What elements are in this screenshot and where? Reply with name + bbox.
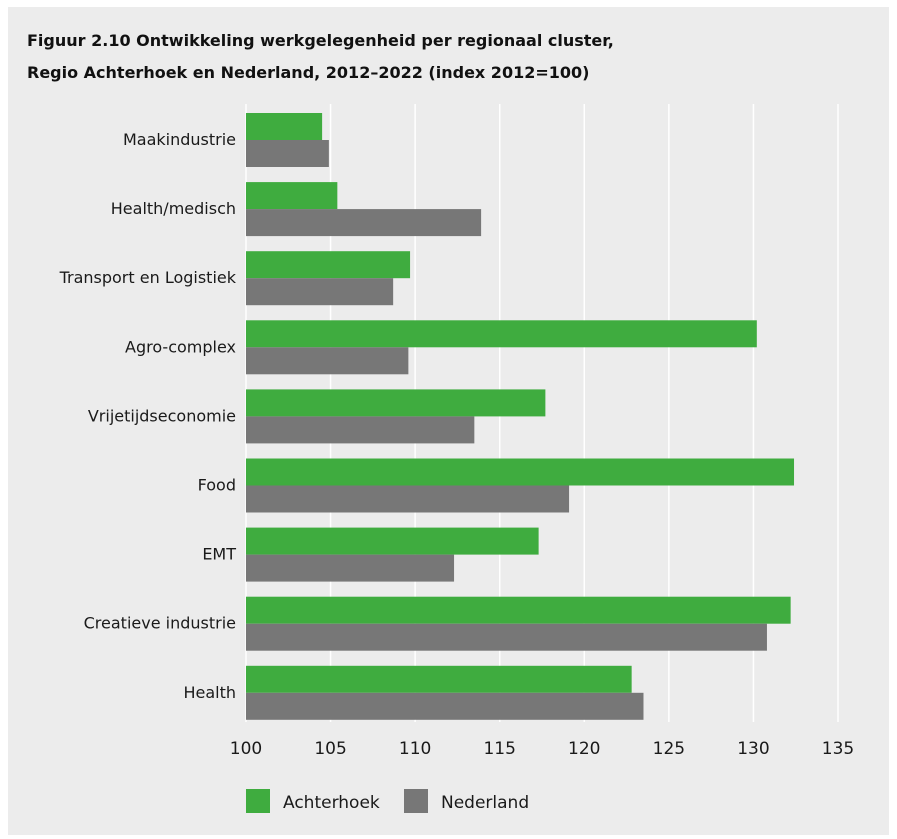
bar-nederland <box>246 416 475 444</box>
legend: Achterhoek Nederland <box>246 789 529 813</box>
bar-achterhoek <box>246 251 411 279</box>
bar-achterhoek <box>246 113 323 140</box>
x-tick-label: 115 <box>483 739 515 759</box>
x-tick-label: 100 <box>230 739 262 759</box>
legend-swatch <box>246 789 270 813</box>
x-tick-label: 120 <box>568 739 600 759</box>
title-line-2: Regio Achterhoek en Nederland, 2012–2022… <box>27 63 590 82</box>
bar-achterhoek <box>246 320 757 348</box>
bar-nederland <box>246 485 570 513</box>
bar-nederland <box>246 347 409 375</box>
chart-title: Figuur 2.10 Ontwikkeling werkgelegenheid… <box>27 25 867 89</box>
category-label: Food <box>198 476 236 495</box>
x-tick-label: 135 <box>822 739 854 759</box>
bar-nederland <box>246 209 482 237</box>
x-tick-label: 130 <box>737 739 769 759</box>
category-label: Health/medisch <box>111 199 236 218</box>
bar-achterhoek <box>246 527 539 555</box>
bar-nederland <box>246 140 329 167</box>
x-axis-ticks: 100 105 110 115 120 125 130 135 <box>230 739 854 759</box>
bar-nederland <box>246 554 455 582</box>
category-label: EMT <box>202 545 236 564</box>
legend-label: Nederland <box>441 793 529 813</box>
category-label: Vrijetijdseconomie <box>88 406 236 425</box>
bar-achterhoek <box>246 458 795 486</box>
x-tick-label: 125 <box>653 739 685 759</box>
category-label: Health <box>183 683 236 702</box>
legend-swatch <box>404 789 428 813</box>
category-label: Agro-complex <box>125 337 236 356</box>
bars <box>246 113 795 720</box>
bar-achterhoek <box>246 596 791 624</box>
title-line-1: Figuur 2.10 Ontwikkeling werkgelegenheid… <box>27 31 614 50</box>
bar-nederland <box>246 692 644 720</box>
category-labels: Maakindustrie Health/medisch Transport en … <box>59 130 237 702</box>
bar-nederland <box>246 623 767 651</box>
category-label: Creatieve industrie <box>84 614 236 633</box>
bar-achterhoek <box>246 182 338 210</box>
bar-achterhoek <box>246 665 632 693</box>
bar-nederland <box>246 278 394 306</box>
x-tick-label: 110 <box>399 739 431 759</box>
x-tick-label: 105 <box>314 739 346 759</box>
category-label: Maakindustrie <box>123 130 236 149</box>
legend-label: Achterhoek <box>283 793 380 813</box>
bar-achterhoek <box>246 389 546 417</box>
category-label: Transport en Logistiek <box>59 268 237 287</box>
